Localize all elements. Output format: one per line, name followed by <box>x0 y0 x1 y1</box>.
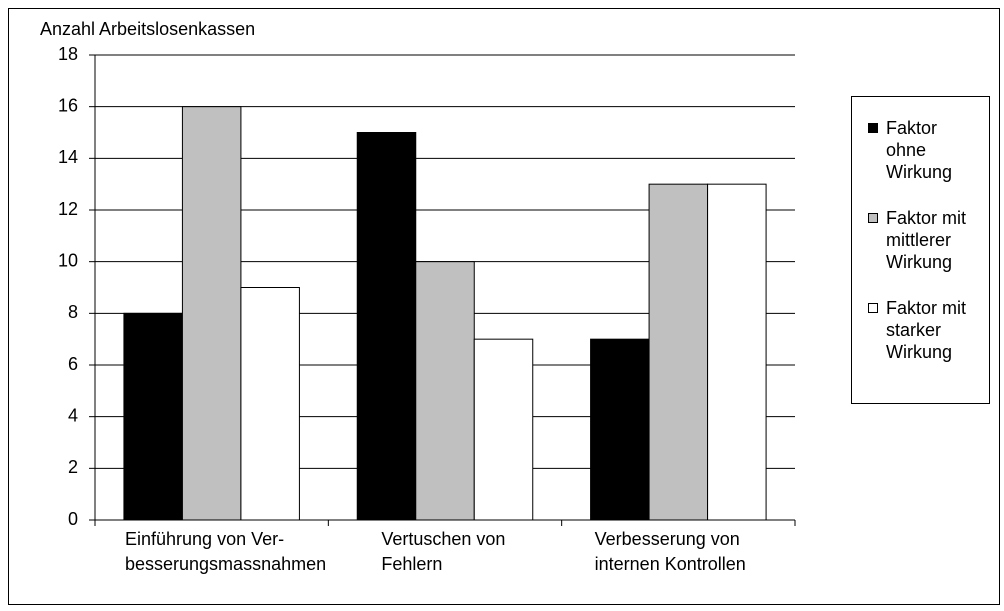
legend-label: Faktor mit starker Wirkung <box>886 298 967 362</box>
legend-swatch <box>868 213 878 223</box>
chart-border <box>8 8 1000 605</box>
legend-swatch <box>868 303 878 313</box>
y-tick-label: 14 <box>58 147 78 167</box>
legend: Faktor ohne Wirkung Faktor mit mittlerer … <box>851 96 990 404</box>
y-tick-label: 10 <box>58 250 78 270</box>
bar <box>590 338 650 521</box>
y-tick-label: 4 <box>68 405 78 425</box>
y-tick-label: 8 <box>68 302 78 322</box>
y-tick-label: 0 <box>68 509 78 529</box>
bar <box>648 183 709 521</box>
x-tick-label: Vertuschen von <box>381 529 505 549</box>
x-tick-label: Einführung von Ver- <box>125 529 284 549</box>
bar <box>240 287 300 521</box>
bar <box>356 132 417 521</box>
x-tick-label: internen Kontrollen <box>595 554 746 574</box>
bar <box>181 106 242 521</box>
bar <box>123 312 183 521</box>
bar <box>707 183 767 521</box>
legend-swatch <box>868 123 878 133</box>
bar <box>415 261 475 521</box>
y-tick-label: 6 <box>68 354 78 374</box>
y-tick-label: 16 <box>58 95 78 115</box>
legend-label: Faktor ohne Wirkung <box>886 118 953 182</box>
bar <box>473 338 534 521</box>
x-tick-label: Verbesserung von <box>595 529 740 549</box>
y-axis-label: Anzahl Arbeitslosenkassen <box>40 19 255 39</box>
y-tick-label: 2 <box>68 457 78 477</box>
legend-label: Faktor mit mittlerer Wirkung <box>886 208 967 272</box>
x-tick-label: besserungsmassnahmen <box>125 554 326 574</box>
x-tick-label: Fehlern <box>381 554 442 574</box>
y-tick-label: 18 <box>58 44 78 64</box>
y-tick-label: 12 <box>58 199 78 219</box>
